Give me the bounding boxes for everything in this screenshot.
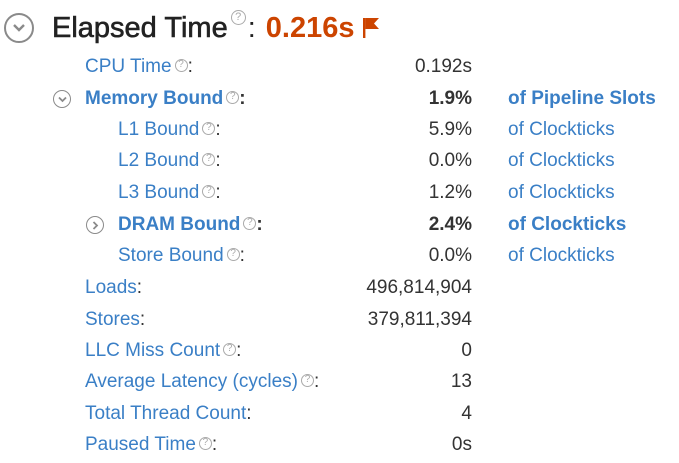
metric-row-loads: Loads: 496,814,904 bbox=[0, 274, 679, 302]
l2-bound-label-text[interactable]: L2 Bound bbox=[118, 150, 200, 171]
metric-row-l3-bound: L3 Bound?: 1.2% of Clockticks bbox=[0, 179, 679, 207]
dram-bound-label-text[interactable]: DRAM Bound bbox=[118, 214, 241, 235]
average-latency-label-text[interactable]: Average Latency (cycles) bbox=[85, 371, 298, 392]
l2-bound-label[interactable]: L2 Bound?: bbox=[118, 147, 221, 175]
colon: : bbox=[239, 245, 245, 266]
metric-row-cpu-time: CPU Time?: 0.192s bbox=[0, 53, 679, 81]
l2-bound-unit[interactable]: of Clockticks bbox=[508, 150, 615, 171]
metric-row-average-latency: Average Latency (cycles)?: 13 bbox=[0, 368, 679, 396]
dram-bound-value: 2.4% bbox=[428, 214, 472, 235]
total-thread-count-label-text[interactable]: Total Thread Count bbox=[85, 403, 247, 424]
help-icon[interactable]: ? bbox=[243, 216, 257, 230]
metric-row-dram-bound: DRAM Bound?: 2.4% of Clockticks bbox=[0, 211, 679, 239]
metric-row-total-thread-count: Total Thread Count: 4 bbox=[0, 400, 679, 428]
paused-time-label[interactable]: Paused Time?: bbox=[85, 431, 217, 459]
cpu-time-value: 0.192s bbox=[414, 56, 472, 77]
colon: : bbox=[215, 182, 221, 203]
help-icon[interactable]: ? bbox=[226, 90, 240, 104]
total-thread-count-value: 4 bbox=[461, 403, 472, 424]
l3-bound-label[interactable]: L3 Bound?: bbox=[118, 179, 221, 207]
chevron-down-icon bbox=[13, 24, 25, 32]
help-icon[interactable]: ? bbox=[226, 247, 240, 261]
l1-bound-label-text[interactable]: L1 Bound bbox=[118, 119, 200, 140]
colon: : bbox=[136, 277, 143, 298]
metric-row-memory-bound: Memory Bound?: 1.9% of Pipeline Slots bbox=[0, 85, 679, 113]
help-icon[interactable]: ? bbox=[300, 373, 314, 387]
help-icon[interactable]: ? bbox=[202, 121, 216, 135]
help-icon[interactable]: ? bbox=[202, 184, 216, 198]
memory-bound-value: 1.9% bbox=[428, 88, 472, 109]
colon: : bbox=[211, 434, 218, 455]
dram-bound-unit[interactable]: of Clockticks bbox=[508, 214, 627, 235]
cpu-time-label[interactable]: CPU Time?: bbox=[85, 53, 193, 81]
metric-row-l2-bound: L2 Bound?: 0.0% of Clockticks bbox=[0, 147, 679, 175]
paused-time-value: 0s bbox=[451, 434, 472, 455]
help-icon[interactable]: ? bbox=[202, 152, 216, 166]
loads-label-text[interactable]: Loads bbox=[85, 277, 137, 298]
l1-bound-label[interactable]: L1 Bound?: bbox=[118, 116, 221, 144]
llc-miss-count-value: 0 bbox=[461, 340, 472, 361]
colon: : bbox=[313, 371, 320, 392]
store-bound-unit[interactable]: of Clockticks bbox=[508, 245, 615, 266]
memory-bound-label[interactable]: Memory Bound?: bbox=[85, 85, 246, 113]
store-bound-label[interactable]: Store Bound?: bbox=[118, 242, 245, 270]
help-icon[interactable]: ? bbox=[198, 436, 212, 450]
memory-bound-unit[interactable]: of Pipeline Slots bbox=[508, 88, 656, 109]
colon: : bbox=[215, 150, 221, 171]
chevron-down-circle-icon[interactable] bbox=[53, 90, 71, 108]
l1-bound-unit[interactable]: of Clockticks bbox=[508, 119, 615, 140]
help-icon[interactable]: ? bbox=[174, 58, 188, 72]
llc-miss-count-label[interactable]: LLC Miss Count?: bbox=[85, 337, 241, 365]
l3-bound-label-text[interactable]: L3 Bound bbox=[118, 182, 200, 203]
total-thread-count-label[interactable]: Total Thread Count: bbox=[85, 400, 252, 428]
chevron-right-circle-icon[interactable] bbox=[86, 216, 104, 234]
l2-bound-value: 0.0% bbox=[428, 150, 472, 171]
elapsed-time-header: Elapsed Time ? : 0.216s bbox=[4, 8, 380, 48]
store-bound-label-text[interactable]: Store Bound bbox=[118, 245, 224, 266]
colon: : bbox=[187, 56, 193, 77]
colon: : bbox=[246, 403, 252, 424]
loads-label[interactable]: Loads: bbox=[85, 274, 142, 302]
dram-bound-label[interactable]: DRAM Bound?: bbox=[118, 211, 263, 239]
store-bound-value: 0.0% bbox=[428, 245, 472, 266]
colon: : bbox=[239, 88, 246, 109]
metric-row-stores: Stores: 379,811,394 bbox=[0, 306, 679, 334]
memory-bound-label-text[interactable]: Memory Bound bbox=[85, 88, 224, 109]
collapse-toggle-icon[interactable] bbox=[4, 13, 34, 43]
stores-label-text[interactable]: Stores bbox=[85, 309, 140, 330]
elapsed-time-value: 0.216s bbox=[265, 11, 355, 44]
paused-time-label-text[interactable]: Paused Time bbox=[85, 434, 196, 455]
average-latency-label[interactable]: Average Latency (cycles)?: bbox=[85, 368, 319, 396]
header-colon: : bbox=[247, 11, 256, 44]
colon: : bbox=[236, 340, 242, 361]
l3-bound-unit[interactable]: of Clockticks bbox=[508, 182, 615, 203]
help-icon[interactable]: ? bbox=[223, 342, 237, 356]
colon: : bbox=[139, 309, 146, 330]
loads-value: 496,814,904 bbox=[366, 277, 472, 298]
help-icon[interactable]: ? bbox=[230, 10, 246, 25]
flag-icon[interactable] bbox=[362, 17, 380, 39]
metric-row-paused-time: Paused Time?: 0s bbox=[0, 431, 679, 459]
metric-row-store-bound: Store Bound?: 0.0% of Clockticks bbox=[0, 242, 679, 270]
metric-row-l1-bound: L1 Bound?: 5.9% of Clockticks bbox=[0, 116, 679, 144]
stores-value: 379,811,394 bbox=[367, 309, 472, 330]
stores-label[interactable]: Stores: bbox=[85, 306, 145, 334]
elapsed-time-title: Elapsed Time bbox=[52, 11, 228, 44]
metric-row-llc-miss-count: LLC Miss Count?: 0 bbox=[0, 337, 679, 365]
colon: : bbox=[256, 214, 263, 235]
l1-bound-value: 5.9% bbox=[428, 119, 472, 140]
colon: : bbox=[215, 119, 221, 140]
l3-bound-value: 1.2% bbox=[428, 182, 472, 203]
cpu-time-label-text[interactable]: CPU Time bbox=[85, 56, 172, 77]
average-latency-value: 13 bbox=[450, 371, 472, 392]
llc-miss-count-label-text[interactable]: LLC Miss Count bbox=[85, 340, 221, 361]
